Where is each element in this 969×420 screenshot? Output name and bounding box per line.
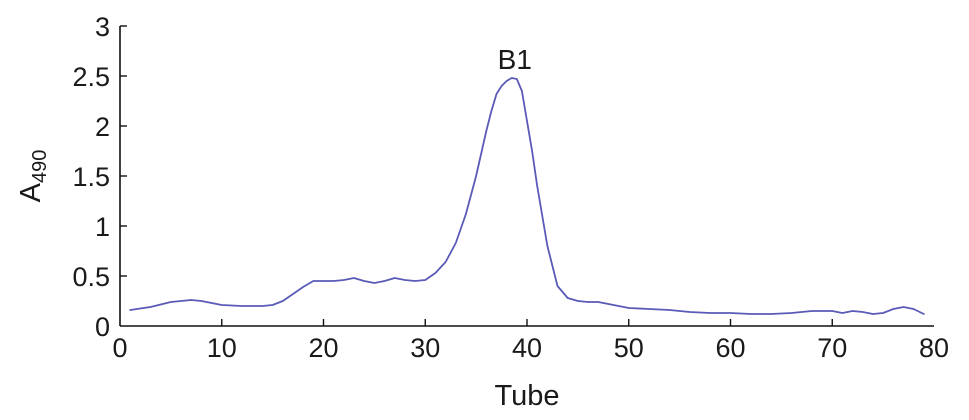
y-tick-label: 1.5 <box>72 162 110 192</box>
y-tick-label: 0.5 <box>72 262 110 292</box>
x-tick-label: 60 <box>715 333 745 363</box>
x-tick-label: 80 <box>919 333 949 363</box>
x-tick-label: 30 <box>410 333 440 363</box>
y-tick-label: 2 <box>95 112 110 142</box>
y-tick-label: 3 <box>95 12 110 42</box>
y-axis-ticks: 0 0.5 1 1.5 2 2.5 3 <box>72 12 127 342</box>
y-tick-label: 0 <box>95 312 110 342</box>
x-axis-ticks: 0 10 20 30 40 50 60 70 80 <box>112 319 949 363</box>
x-tick-label: 50 <box>614 333 644 363</box>
y-tick-label: 2.5 <box>72 62 110 92</box>
x-tick-label: 70 <box>817 333 847 363</box>
x-tick-label: 20 <box>308 333 338 363</box>
annotation-layer: B1 <box>498 44 532 75</box>
series-line <box>129 77 925 315</box>
x-tick-label: 10 <box>207 333 237 363</box>
x-tick-label: 40 <box>512 333 542 363</box>
x-tick-label: 0 <box>112 333 127 363</box>
x-axis-title: Tube <box>494 380 559 412</box>
series-layer <box>129 77 925 315</box>
y-axis-title-main: A <box>15 182 47 202</box>
peak-annotation: B1 <box>498 44 532 75</box>
y-axis-title-subscript: 490 <box>29 150 51 183</box>
y-tick-label: 1 <box>95 212 110 242</box>
y-axis-title: A490 <box>15 150 51 203</box>
